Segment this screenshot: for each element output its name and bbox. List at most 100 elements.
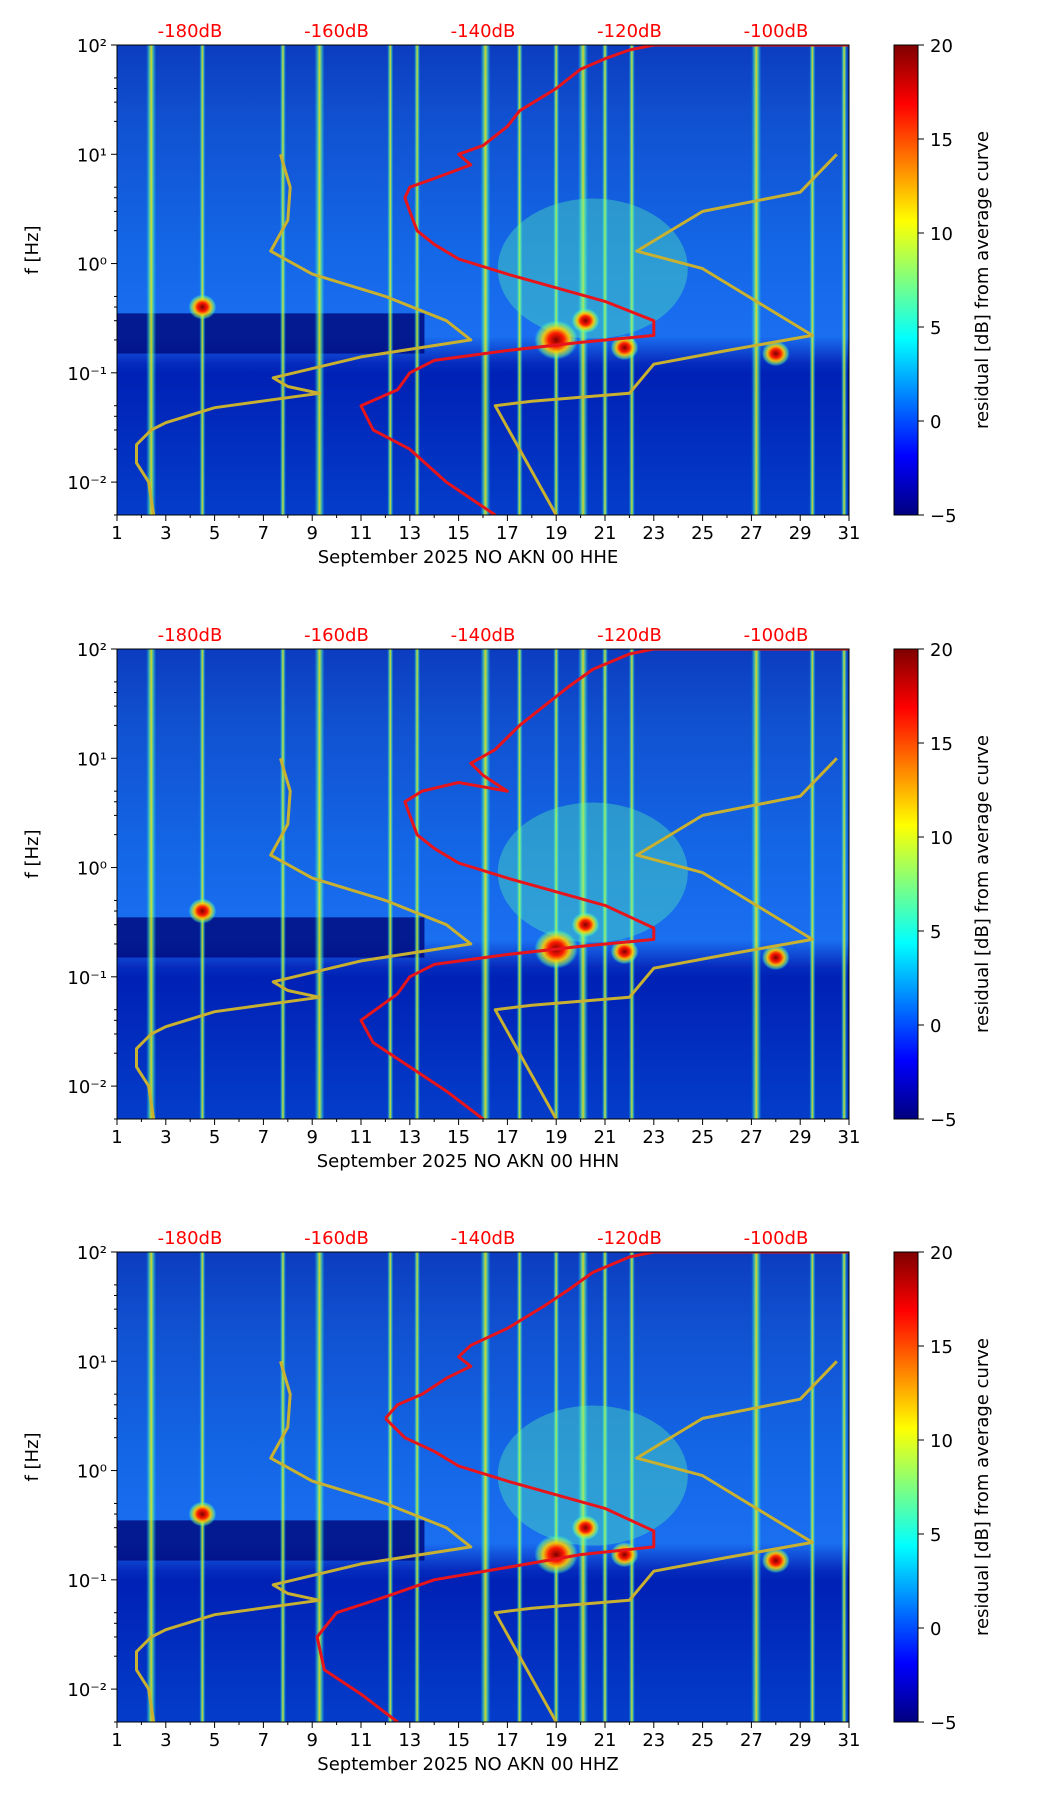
energy-blob — [497, 198, 688, 339]
hotspot — [761, 1547, 790, 1574]
x-tick-label: 31 — [838, 523, 861, 544]
low-energy-band — [117, 917, 425, 958]
event-band — [314, 1252, 325, 1722]
red-curve-2 — [359, 814, 656, 1119]
x-tick-label: 1 — [111, 1127, 122, 1148]
event-band — [387, 649, 394, 1119]
colorbar-label: residual [dB] from average curve — [972, 131, 993, 429]
event-band — [602, 45, 608, 515]
x-tick-label: 25 — [691, 1127, 714, 1148]
event-band — [751, 649, 762, 1119]
x-tick-label: 5 — [209, 1730, 220, 1751]
yellow-curve-3 — [135, 153, 473, 515]
event-band — [809, 1252, 816, 1722]
colorbar-tick-label: 15 — [930, 130, 953, 151]
x-tick-label: 27 — [740, 523, 763, 544]
x-axis-label: September 2025 NO AKN 00 HHZ — [317, 1754, 618, 1775]
hotspot — [610, 1542, 639, 1568]
x-tick-label: 25 — [691, 523, 714, 544]
x-tick-label: 9 — [306, 1127, 317, 1148]
event-band — [387, 45, 394, 515]
top-db-label: -180dB — [158, 625, 223, 646]
event-band — [628, 649, 635, 1119]
top-db-label: -160dB — [304, 21, 369, 42]
event-band — [199, 1252, 206, 1722]
plot-area — [117, 1252, 849, 1722]
top-db-label: -100dB — [744, 1228, 809, 1249]
y-tick-label: 10¹ — [77, 1352, 107, 1373]
event-band — [480, 1252, 491, 1722]
x-tick-label: 21 — [594, 1730, 617, 1751]
event-band — [516, 1252, 523, 1722]
y-tick-label: 10² — [77, 640, 107, 661]
event-band — [199, 45, 206, 515]
event-band — [314, 45, 325, 515]
x-tick-label: 19 — [545, 1127, 568, 1148]
x-tick-label: 19 — [545, 523, 568, 544]
y-tick-label: 10⁻² — [67, 1680, 107, 1701]
plot-area — [117, 45, 849, 515]
event-band — [279, 1252, 286, 1722]
y-axis-label: f [Hz] — [22, 1432, 43, 1481]
red-curve-1 — [403, 45, 849, 212]
event-band — [553, 1252, 560, 1722]
x-tick-label: 11 — [350, 1730, 373, 1751]
x-tick-label: 13 — [398, 523, 421, 544]
x-tick-label: 27 — [740, 1730, 763, 1751]
event-band — [628, 1252, 635, 1722]
y-axis-label: f [Hz] — [22, 829, 43, 878]
y-axis-label: f [Hz] — [22, 225, 43, 274]
top-db-label: -100dB — [744, 625, 809, 646]
event-band — [553, 45, 560, 515]
y-tick-label: 10⁻² — [67, 473, 107, 494]
event-band — [414, 45, 421, 515]
event-band — [602, 649, 608, 1119]
event-band — [480, 45, 491, 515]
x-tick-label: 7 — [258, 1730, 269, 1751]
x-tick-label: 13 — [398, 1730, 421, 1751]
x-tick-label: 3 — [160, 1730, 171, 1751]
x-tick-label: 5 — [209, 1127, 220, 1148]
event-band — [414, 649, 421, 1119]
x-tick-label: 21 — [594, 1127, 617, 1148]
top-db-label: -120dB — [597, 625, 662, 646]
hotspot — [188, 898, 217, 924]
colorbar-tick-label: 5 — [930, 318, 941, 339]
y-tick-label: 10⁻² — [67, 1077, 107, 1098]
event-band — [516, 45, 523, 515]
event-band — [841, 1252, 848, 1722]
red-curve-1 — [403, 649, 849, 816]
plot-area — [117, 649, 849, 1119]
event-band — [279, 649, 286, 1119]
top-db-label: -160dB — [304, 1228, 369, 1249]
colorbar-tick-label: 0 — [930, 1016, 941, 1037]
yellow-curve-3 — [135, 757, 473, 1119]
x-tick-label: 17 — [496, 1127, 519, 1148]
x-tick-label: 27 — [740, 1127, 763, 1148]
top-db-label: -100dB — [744, 21, 809, 42]
hotspot — [571, 912, 600, 938]
hotspot — [188, 1501, 217, 1527]
x-tick-label: 7 — [258, 523, 269, 544]
colorbar-tick-label: 5 — [930, 922, 941, 943]
colorbar-tick-label: 0 — [930, 1619, 941, 1640]
x-tick-label: 29 — [789, 1730, 812, 1751]
top-db-label: -140dB — [451, 21, 516, 42]
energy-blob — [497, 802, 688, 943]
x-tick-label: 21 — [594, 523, 617, 544]
x-tick-label: 5 — [209, 523, 220, 544]
hotspot — [571, 1515, 600, 1541]
top-db-label: -140dB — [451, 625, 516, 646]
x-tick-label: 1 — [111, 523, 122, 544]
event-band — [809, 649, 816, 1119]
x-tick-label: 9 — [306, 1730, 317, 1751]
x-tick-label: 17 — [496, 1730, 519, 1751]
x-tick-label: 29 — [789, 523, 812, 544]
x-tick-label: 13 — [398, 1127, 421, 1148]
x-tick-label: 15 — [447, 523, 470, 544]
x-tick-label: 23 — [642, 1127, 665, 1148]
y-tick-label: 10⁰ — [77, 255, 107, 276]
colorbar-label: residual [dB] from average curve — [972, 735, 993, 1033]
